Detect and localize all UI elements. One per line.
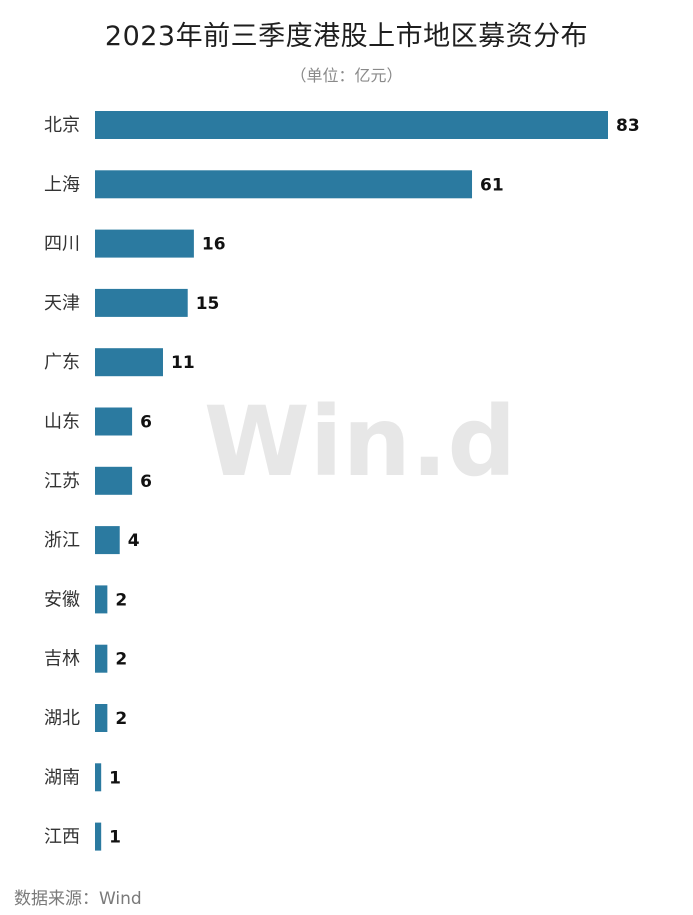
bar bbox=[95, 585, 108, 614]
category-label: 山东 bbox=[44, 412, 80, 433]
value-label: 6 bbox=[140, 413, 152, 433]
bar bbox=[95, 170, 473, 199]
category-label: 江西 bbox=[44, 827, 80, 848]
value-label: 2 bbox=[115, 590, 127, 610]
category-label: 江苏 bbox=[44, 471, 80, 492]
bar bbox=[95, 348, 163, 377]
value-label: 16 bbox=[202, 235, 226, 255]
value-label: 4 bbox=[128, 531, 140, 551]
value-label: 61 bbox=[480, 175, 504, 195]
bar bbox=[95, 704, 108, 732]
bar bbox=[95, 822, 102, 851]
category-label: 吉林 bbox=[44, 649, 80, 670]
chart-subtitle: （单位：亿元） bbox=[290, 66, 403, 85]
value-label: 1 bbox=[109, 828, 121, 848]
category-label: 广东 bbox=[44, 352, 80, 373]
chart-title: 2023年前三季度港股上市地区募资分布 bbox=[104, 21, 589, 52]
value-label: 83 bbox=[616, 116, 640, 136]
bar bbox=[95, 644, 108, 673]
category-label: 北京 bbox=[44, 115, 80, 136]
value-label: 11 bbox=[171, 353, 195, 373]
category-label: 湖南 bbox=[44, 767, 80, 788]
value-label: 1 bbox=[109, 768, 121, 788]
category-label: 浙江 bbox=[44, 530, 80, 551]
category-label: 湖北 bbox=[44, 708, 80, 729]
value-label: 2 bbox=[115, 709, 127, 729]
watermark: Win.d bbox=[204, 386, 516, 498]
bar bbox=[95, 763, 102, 792]
category-label: 上海 bbox=[44, 174, 80, 195]
source-note: 数据来源：Wind bbox=[14, 889, 142, 909]
bar bbox=[95, 407, 133, 436]
value-label: 2 bbox=[115, 650, 127, 670]
bar bbox=[95, 111, 608, 139]
category-label: 四川 bbox=[44, 234, 80, 255]
category-label: 安徽 bbox=[44, 589, 80, 610]
bar bbox=[95, 466, 133, 495]
bar bbox=[95, 526, 120, 555]
value-label: 6 bbox=[140, 472, 152, 492]
value-label: 15 bbox=[196, 294, 220, 314]
category-label: 天津 bbox=[44, 293, 80, 314]
bar bbox=[95, 288, 188, 317]
bar bbox=[95, 229, 194, 258]
